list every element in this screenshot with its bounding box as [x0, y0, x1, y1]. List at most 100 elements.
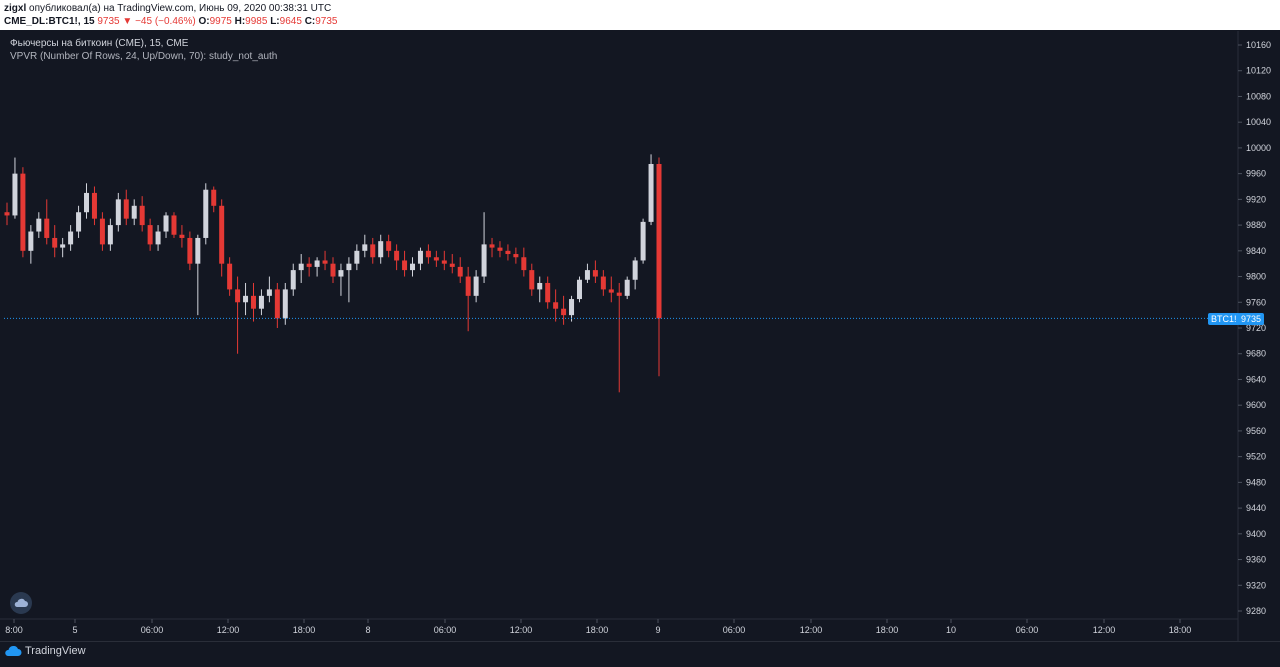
candle-body[interactable]	[266, 289, 272, 296]
candle-body[interactable]	[211, 189, 217, 206]
candle-body[interactable]	[656, 163, 662, 319]
candle-body[interactable]	[298, 263, 304, 271]
candle-body[interactable]	[473, 276, 479, 296]
candle-body[interactable]	[76, 212, 82, 232]
candle-body[interactable]	[12, 173, 18, 216]
candle-body[interactable]	[576, 279, 582, 300]
candle-body[interactable]	[250, 295, 256, 309]
x-tick-label: 18:00	[876, 625, 899, 635]
candle-body[interactable]	[513, 254, 519, 258]
candle-body[interactable]	[537, 282, 543, 290]
candle-body[interactable]	[243, 295, 249, 303]
brand-text: TradingView	[25, 645, 86, 657]
candle-body[interactable]	[354, 250, 360, 264]
candle-body[interactable]	[330, 263, 336, 277]
candle-body[interactable]	[584, 270, 590, 280]
author-name[interactable]: zigxl	[4, 3, 27, 14]
x-tick-label: 06:00	[434, 625, 457, 635]
x-tick-label: 10	[946, 625, 956, 635]
candle-body[interactable]	[322, 260, 328, 264]
symbol-quote-line: CME_DL:BTC1!, 15 9735 ▼ −45 (−0.46%) O:9…	[4, 16, 338, 27]
price-chart[interactable]: 10160 10120 10080 10040 10000 9960 9920 9880 984…	[0, 31, 1280, 666]
candle-body[interactable]	[179, 234, 185, 238]
legend-indicator[interactable]: VPVR (Number Of Rows, 24, Up/Down, 70): …	[10, 51, 278, 62]
candle-body[interactable]	[545, 282, 551, 303]
candle-body[interactable]	[505, 250, 511, 255]
tradingview-logo[interactable]: TradingView	[4, 645, 86, 657]
candle-body[interactable]	[521, 257, 527, 271]
candle-body[interactable]	[529, 270, 535, 290]
candle-body[interactable]	[4, 212, 10, 216]
candle-body[interactable]	[163, 215, 169, 232]
candle-body[interactable]	[131, 205, 137, 219]
candle-body[interactable]	[553, 302, 559, 309]
candle-body[interactable]	[457, 266, 463, 277]
candle-body[interactable]	[616, 292, 622, 296]
candle-body[interactable]	[632, 260, 638, 280]
candle-body[interactable]	[417, 250, 423, 264]
candle-body[interactable]	[147, 225, 153, 245]
candle-body[interactable]	[394, 250, 400, 261]
candle-body[interactable]	[219, 205, 225, 264]
candle-body[interactable]	[378, 241, 384, 258]
candle-body[interactable]	[600, 276, 606, 290]
candle-body[interactable]	[370, 244, 376, 258]
candle-body[interactable]	[52, 237, 58, 248]
x-tick-label: 18:00	[586, 625, 609, 635]
candle-body[interactable]	[227, 263, 233, 290]
candle-body[interactable]	[402, 260, 408, 271]
candle-body[interactable]	[306, 263, 312, 267]
candle-body[interactable]	[155, 231, 161, 245]
candle-body[interactable]	[20, 173, 26, 251]
candle-body[interactable]	[648, 163, 654, 222]
cloud-icon[interactable]	[10, 592, 32, 614]
candle-body[interactable]	[608, 289, 614, 293]
candle-body[interactable]	[99, 218, 105, 245]
candle-body[interactable]	[91, 192, 97, 219]
candle-body[interactable]	[561, 308, 567, 316]
candle-body[interactable]	[314, 260, 320, 267]
candle-body[interactable]	[489, 244, 495, 248]
candle-body[interactable]	[465, 276, 471, 296]
price-change: −45 (−0.46%)	[135, 16, 196, 27]
candle-body[interactable]	[60, 244, 66, 248]
high-label: H:	[234, 16, 246, 27]
candle-body[interactable]	[441, 260, 447, 264]
candle-body[interactable]	[338, 270, 344, 277]
candle-body[interactable]	[425, 250, 431, 258]
candle-body[interactable]	[624, 279, 630, 296]
candle-body[interactable]	[171, 215, 177, 235]
candle-body[interactable]	[449, 263, 455, 267]
candle-body[interactable]	[362, 244, 368, 251]
candle-body[interactable]	[84, 192, 90, 213]
x-tick-label: 5	[72, 625, 77, 635]
candle-body[interactable]	[592, 270, 598, 277]
candle-body[interactable]	[203, 189, 209, 238]
candle-body[interactable]	[36, 218, 42, 232]
candle-body[interactable]	[258, 295, 264, 309]
candle-body[interactable]	[28, 231, 34, 251]
candle-body[interactable]	[290, 270, 296, 290]
legend-title[interactable]: Фьючерсы на биткоин (CME), 15, CME	[10, 38, 189, 49]
candle-body[interactable]	[640, 221, 646, 261]
candle-body[interactable]	[282, 289, 288, 319]
candle-body[interactable]	[115, 199, 121, 226]
candle-body[interactable]	[235, 289, 241, 303]
candle-body[interactable]	[386, 241, 392, 251]
candle-body[interactable]	[497, 247, 503, 251]
x-tick-label: 18:00	[293, 625, 316, 635]
candle-body[interactable]	[274, 289, 280, 319]
candle-body[interactable]	[44, 218, 50, 238]
candle-body[interactable]	[107, 225, 113, 245]
candle-body[interactable]	[139, 205, 145, 226]
candle-body[interactable]	[68, 231, 74, 245]
candle-body[interactable]	[481, 244, 487, 277]
candle-body[interactable]	[123, 199, 129, 219]
candle-body[interactable]	[569, 299, 575, 316]
candle-body[interactable]	[195, 237, 201, 264]
candle-body[interactable]	[433, 257, 439, 261]
candle-body[interactable]	[346, 263, 352, 271]
y-tick-label: 9720	[1246, 323, 1266, 333]
candle-body[interactable]	[187, 237, 193, 264]
candle-body[interactable]	[410, 263, 416, 271]
